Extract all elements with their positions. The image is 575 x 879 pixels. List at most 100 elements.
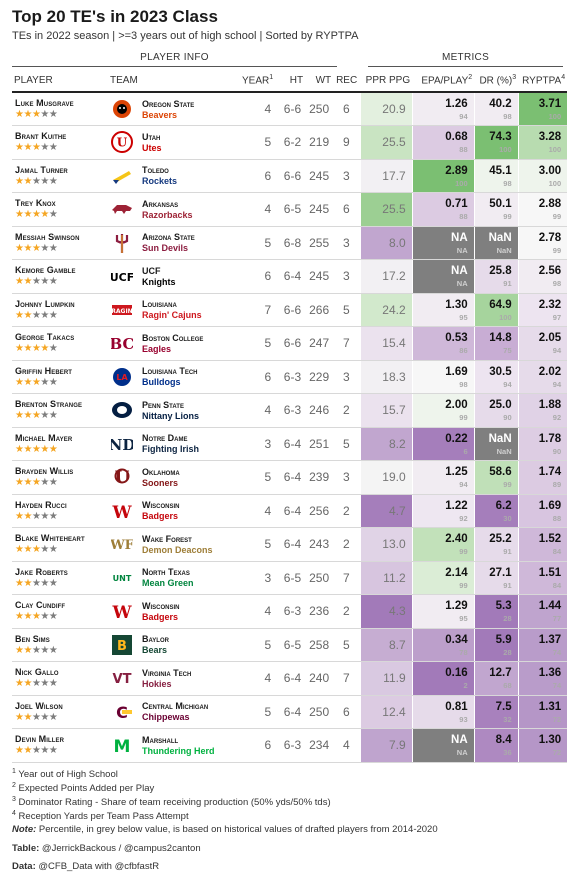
ppr-value: 25.5 (359, 192, 413, 227)
player-cell: Luke Musgrave ★★★★★ (12, 92, 108, 126)
team-name: Wake Forest (142, 533, 192, 544)
svg-text:UCF: UCF (111, 271, 133, 284)
dr-value: 25.2 (489, 533, 512, 545)
weight-value: 250 (305, 561, 334, 595)
table-row: Devin Miller ★★★★★ M Marshall Thundering… (12, 728, 568, 763)
rec-value: 6 (333, 192, 361, 227)
ryptpa-percentile: 72 (552, 714, 562, 724)
player-name: Hayden Rucci (15, 499, 67, 510)
year-value: 3 (240, 561, 276, 595)
player-cell: Kemore Gamble ★★★★★ (12, 259, 108, 294)
epa-percentile: 95 (459, 614, 468, 623)
footnote-data-credit: Data: @CFB_Data with @cfbfastR (12, 861, 160, 872)
epa-percentile: 92 (459, 513, 468, 523)
utah-u-logo: U (110, 131, 134, 154)
player-name: Kemore Gamble (15, 265, 76, 276)
ryptpa-cell: 1.31 72 (517, 695, 568, 729)
baylor-logo: B (110, 634, 134, 656)
star-icon: ★ (31, 711, 41, 723)
rec-value: 3 (333, 159, 361, 193)
star-icon: ★ (15, 142, 24, 154)
spanner-player-info: PLAYER INFO (140, 52, 209, 63)
star-icon: ★ (31, 745, 41, 757)
height-value: 6-4 (275, 460, 306, 495)
dr-percentile: 28 (503, 614, 512, 623)
dr-percentile: 98 (503, 112, 512, 121)
weight-value: 243 (305, 527, 334, 562)
spanner-player-info-rule (12, 66, 337, 67)
player-name: Joel Wilson (15, 700, 63, 711)
star-icon: ★ (23, 410, 32, 422)
recruit-stars: ★★★★★ (15, 377, 108, 388)
weight-value: 250 (305, 92, 334, 126)
weight-value: 219 (305, 125, 334, 160)
te-rankings-table: PLAYER TEAM YEAR1 HT WT REC PPR PPG EPA/… (12, 70, 568, 763)
table-row: Jamal Turner ★★★★★ Toledo Rockets 6 6-6 … (12, 159, 568, 193)
epa-cell: 0.53 86 (411, 326, 475, 361)
recruit-stars: ★★★★★ (15, 611, 108, 622)
player-cell: Ben Sims ★★★★★ (12, 628, 108, 662)
height-value: 6-5 (275, 628, 306, 662)
weight-value: 266 (305, 293, 334, 327)
team-name: Utah (142, 131, 161, 142)
star-icon: ★ (31, 544, 41, 556)
footnote-2: 2 Expected Points Added per Play (12, 782, 155, 795)
team-cell: Toledo Rockets (142, 159, 240, 193)
team-cell: Oklahoma Sooners (142, 460, 240, 495)
player-cell: Nick Gallo ★★★★★ (12, 661, 108, 696)
height-value: 6-5 (275, 192, 306, 227)
rec-value: 4 (333, 728, 361, 763)
dr-percentile: 91 (503, 547, 512, 556)
ryptpa-percentile: 100 (548, 112, 562, 121)
star-icon: ★ (23, 544, 32, 556)
dr-percentile: 100 (499, 312, 512, 322)
dr-percentile: 28 (503, 647, 512, 657)
player-name: Trey Knox (15, 198, 56, 209)
ryptpa-percentile: 74 (552, 647, 562, 657)
height-value: 6-6 (275, 92, 306, 126)
epa-value: 0.68 (445, 131, 468, 143)
star-icon: ★ (23, 745, 32, 757)
epa-cell: 1.69 98 (411, 360, 475, 394)
team-cell: Louisiana Ragin' Cajuns (142, 293, 240, 327)
svg-text:U: U (115, 468, 130, 488)
ryptpa-percentile: 92 (552, 413, 562, 422)
star-icon: ★ (48, 242, 58, 254)
ryptpa-percentile: 98 (552, 279, 562, 288)
player-name: Messiah Swinson (15, 231, 80, 242)
player-name: Jamal Turner (15, 164, 68, 175)
dr-cell: 45.1 98 (473, 159, 519, 193)
star-icon: ★ (40, 242, 49, 254)
ppr-value: 15.4 (359, 326, 413, 361)
epa-percentile: 6 (463, 446, 468, 456)
star-icon: ★ (15, 242, 24, 254)
player-cell: Blake Whiteheart ★★★★★ (12, 527, 108, 562)
star-icon: ★ (23, 477, 32, 489)
recruit-stars: ★★★★★ (15, 712, 108, 723)
ppr-value: 8.0 (359, 226, 413, 260)
ryptpa-value: 1.88 (538, 399, 562, 411)
ucf-logo: UCF (110, 265, 134, 287)
hog-logo (110, 198, 134, 220)
ppr-value: 17.7 (359, 159, 413, 193)
star-icon: ★ (48, 644, 58, 656)
recruit-stars: ★★★★★ (15, 109, 108, 120)
cmu-logo: C (110, 701, 134, 723)
year-value: 7 (240, 293, 276, 327)
star-icon: ★ (48, 142, 58, 154)
rec-value: 5 (333, 427, 361, 461)
player-cell: Griffin Hebert ★★★★★ (12, 360, 108, 394)
ryptpa-value: 1.37 (538, 633, 562, 646)
rocket-logo (110, 165, 134, 187)
table-row: Luke Musgrave ★★★★★ Oregon State Beavers… (12, 92, 568, 126)
player-cell: Johnny Lumpkin ★★★★★ (12, 293, 108, 327)
epa-value: NA (451, 734, 468, 746)
ryptpa-value: 3.71 (538, 98, 562, 110)
ryptpa-value: 1.69 (538, 499, 562, 512)
svg-text:ND: ND (111, 436, 133, 454)
star-icon: ★ (31, 678, 41, 690)
dr-cell: 50.1 99 (473, 192, 519, 227)
ryptpa-percentile: 100 (548, 178, 562, 188)
epa-cell: 0.22 6 (411, 427, 475, 461)
recruit-stars: ★★★★★ (15, 444, 108, 455)
